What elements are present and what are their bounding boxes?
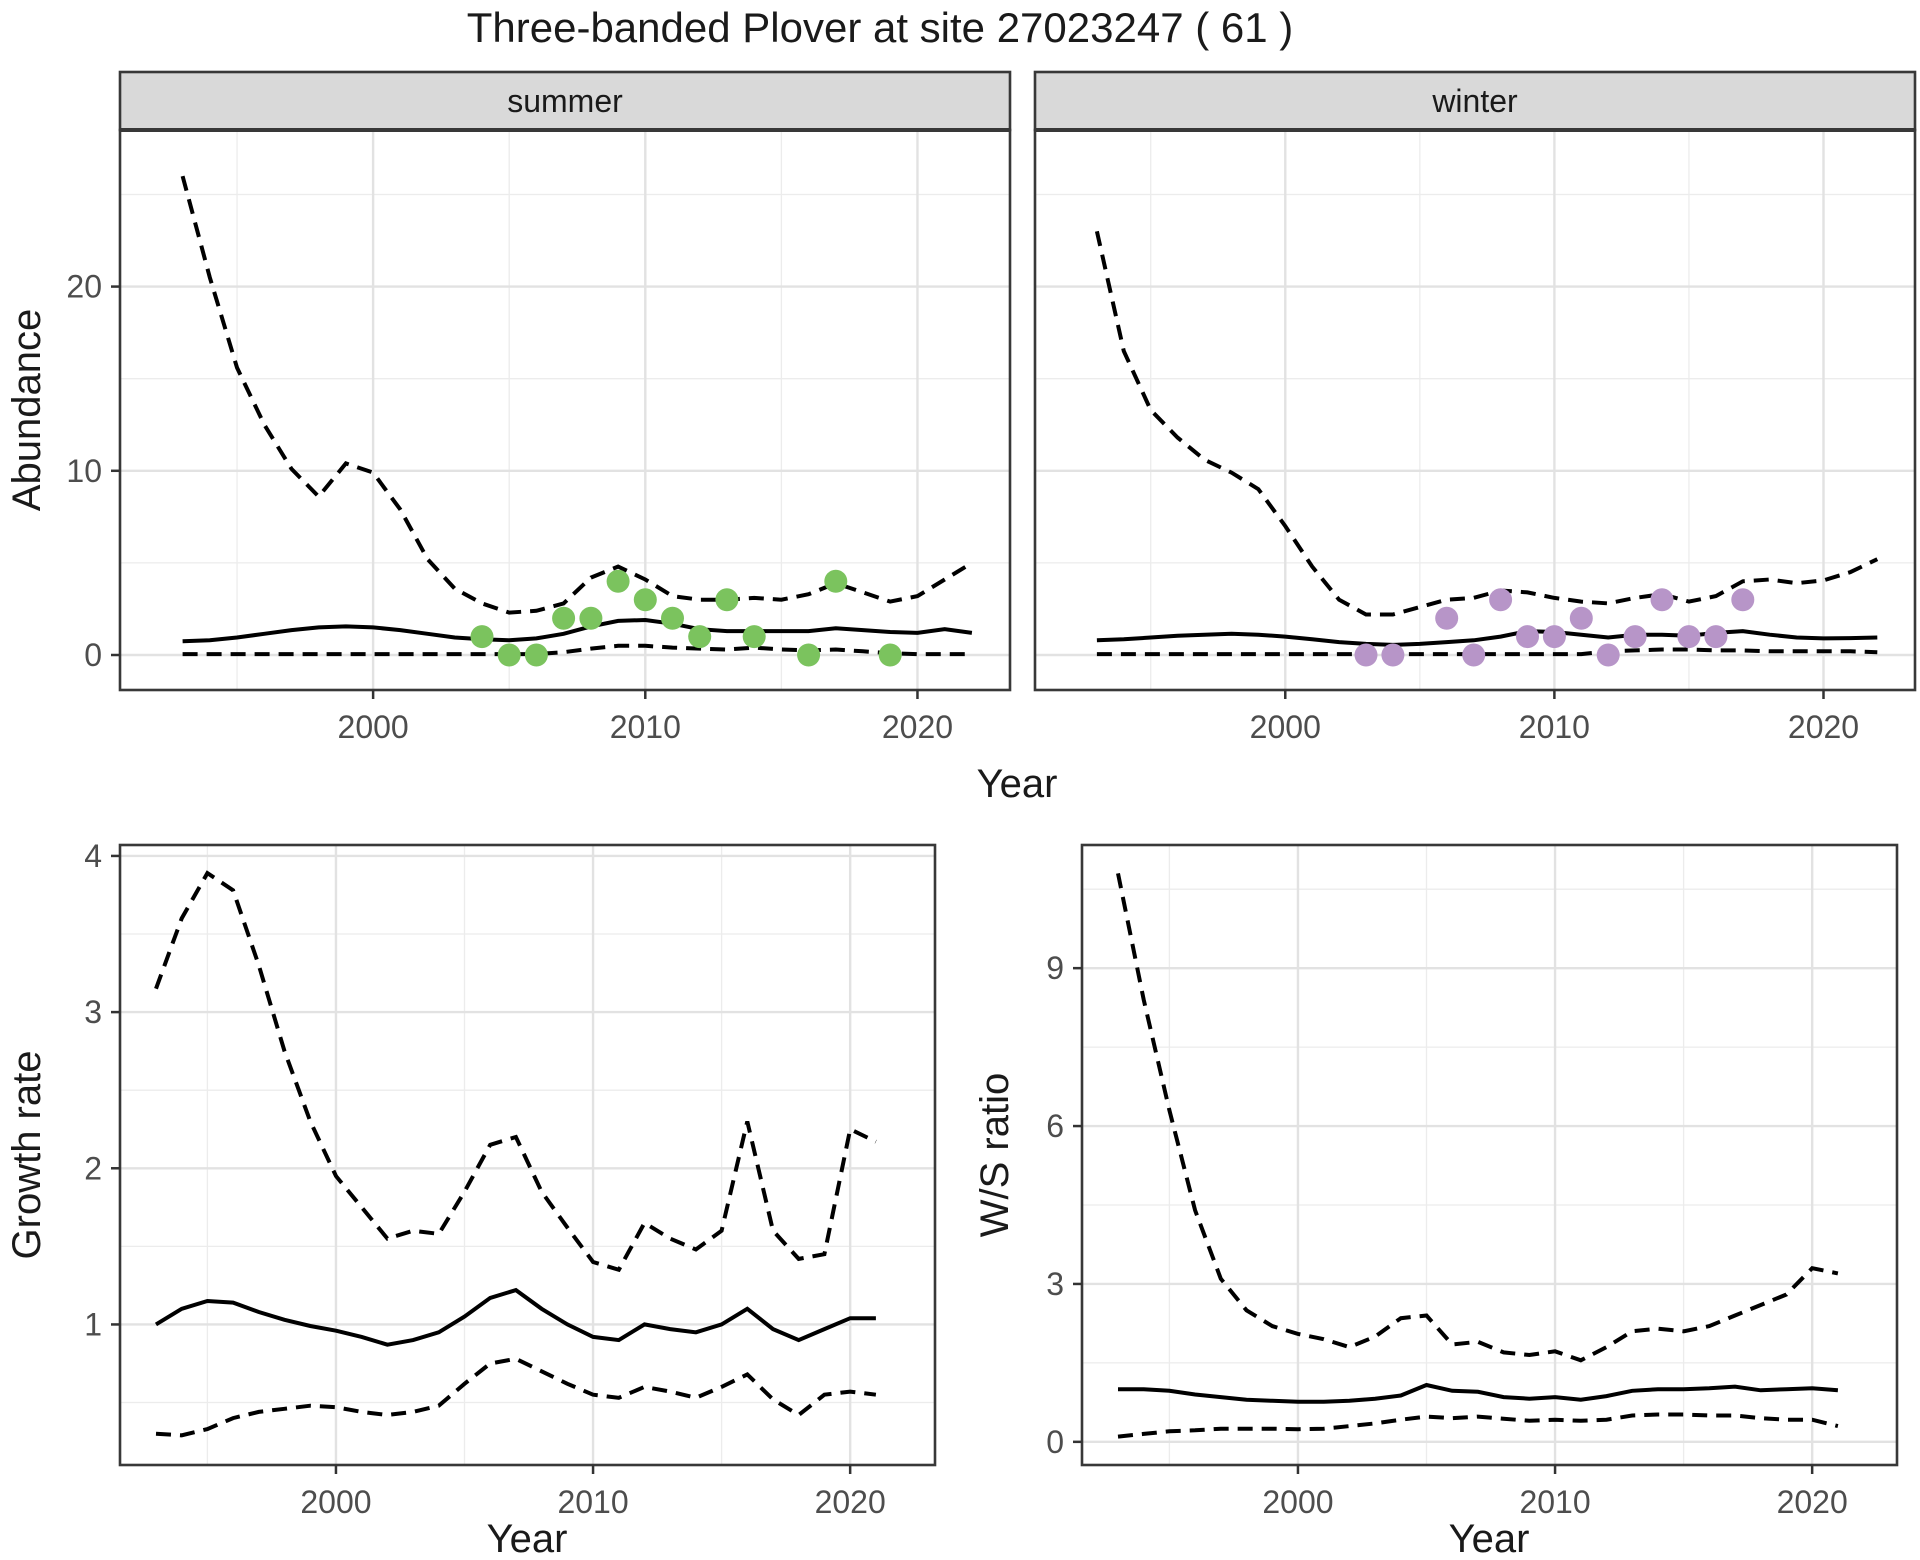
growth-rate-median-line (154, 1287, 876, 1347)
observation-point (470, 625, 494, 649)
observation-point (797, 643, 821, 667)
observation-point (715, 588, 739, 612)
axis-ticks-abundance-summer: 2000 2010 2020 0 10 20 (66, 269, 953, 745)
observation-point (1623, 625, 1647, 649)
ws-ratio-upper-95ci-line (1116, 873, 1839, 1363)
axis-ticks-growth-rate: 2000 2010 2020 1 2 3 4 (84, 838, 886, 1520)
y-tick-label: 20 (66, 269, 102, 305)
x-tick-label: 2010 (557, 1484, 628, 1520)
growth-rate-upper-95ci-line (154, 870, 877, 1273)
series-abundance-summer (180, 175, 973, 667)
summer-observed-counts (470, 569, 902, 667)
gridlines-growth-rate (120, 845, 935, 1465)
chart-title: Three-banded Plover at site 27023247 ( 6… (466, 4, 1294, 51)
x-tick-label: 2000 (338, 709, 409, 745)
top-year-axis-title: Year (977, 762, 1058, 806)
y-tick-label: 3 (84, 994, 102, 1030)
gridlines-ws-ratio (1082, 845, 1897, 1465)
abundance-summer-lower-95ci-line (182, 643, 972, 657)
observation-point (1489, 588, 1513, 612)
series-growth-rate (154, 870, 877, 1438)
observation-point (606, 569, 630, 593)
facet-strip-winter: winter (1033, 70, 1917, 132)
observation-point (1731, 588, 1755, 612)
growth-rate-lower-95ci-line (155, 1356, 877, 1438)
observation-point (524, 643, 548, 667)
gridlines-abundance-summer (120, 130, 1010, 690)
observation-point (1381, 643, 1405, 667)
abundance-winter-lower-95ci-line (1096, 647, 1878, 657)
observation-point (878, 643, 902, 667)
bottom-left-year-axis-title: Year (487, 1517, 568, 1560)
observation-point (1542, 625, 1566, 649)
observation-point (552, 606, 576, 630)
observation-point (742, 625, 766, 649)
x-tick-label: 2020 (882, 709, 953, 745)
x-tick-label: 2020 (1788, 709, 1859, 745)
panel-abundance-winter: 2000 2010 2020 winter (1033, 70, 1917, 745)
bottom-right-year-axis-title: Year (1449, 1517, 1530, 1560)
x-tick-label: 2010 (1519, 709, 1590, 745)
observation-point (1435, 606, 1459, 630)
observation-point (1462, 643, 1486, 667)
observation-point (497, 643, 521, 667)
panel-abundance-summer: 2000 2010 2020 0 10 20 summer (66, 70, 1012, 745)
observation-point (1354, 643, 1378, 667)
y-tick-label: 0 (84, 637, 102, 673)
x-tick-label: 2000 (300, 1484, 371, 1520)
observation-point (688, 625, 712, 649)
observation-point (824, 569, 848, 593)
observation-point (1569, 606, 1593, 630)
y-tick-label: 1 (84, 1306, 102, 1342)
abundance-summer-upper-95ci-line (180, 175, 973, 615)
facet-strip-label: summer (507, 83, 623, 119)
winter-observed-counts (1354, 588, 1755, 667)
ws-ratio-median-line (1118, 1382, 1839, 1404)
axis-ticks-abundance-winter: 2000 2010 2020 (1250, 690, 1859, 745)
observation-point (1516, 625, 1539, 649)
y-tick-label: 10 (66, 453, 102, 489)
series-abundance-winter (1094, 230, 1879, 667)
observation-point (1650, 588, 1674, 612)
gridlines-abundance-winter (1035, 130, 1915, 690)
x-tick-label: 2010 (1519, 1484, 1590, 1520)
y-tick-label: 3 (1046, 1266, 1064, 1302)
abundance-axis-title: Abundance (5, 309, 49, 511)
x-tick-label: 2020 (815, 1484, 886, 1520)
observation-point (661, 606, 684, 630)
y-tick-label: 0 (1046, 1424, 1064, 1460)
facet-strip-label: winter (1431, 83, 1518, 119)
observation-point (1704, 625, 1728, 649)
y-tick-label: 6 (1046, 1108, 1064, 1144)
ws-ratio-lower-95ci-line (1117, 1412, 1839, 1439)
y-tick-label: 2 (84, 1150, 102, 1186)
observation-point (579, 606, 603, 630)
x-tick-label: 2010 (610, 709, 681, 745)
abundance-winter-upper-95ci-line (1094, 230, 1879, 617)
axis-ticks-ws-ratio: 2000 2010 2020 0 3 6 9 (1046, 950, 1848, 1520)
y-tick-label: 9 (1046, 950, 1064, 986)
facet-strip-summer: summer (118, 70, 1012, 132)
series-ws-ratio (1116, 873, 1839, 1439)
ws-ratio-axis-title: W/S ratio (973, 1073, 1017, 1237)
observation-point (1677, 625, 1701, 649)
panel-ws-ratio: 2000 2010 2020 0 3 6 9 (1046, 843, 1899, 1520)
observation-point (1596, 643, 1620, 667)
y-tick-label: 4 (84, 838, 102, 874)
observation-point (633, 588, 657, 612)
growth-rate-axis-title: Growth rate (5, 1051, 49, 1260)
abundance-summer-median-line (182, 617, 973, 644)
x-tick-label: 2000 (1262, 1484, 1333, 1520)
x-tick-label: 2020 (1777, 1484, 1848, 1520)
x-tick-label: 2000 (1250, 709, 1321, 745)
panel-growth-rate: 2000 2010 2020 1 2 3 4 (84, 838, 937, 1520)
abundance-winter-median-line (1096, 629, 1878, 647)
